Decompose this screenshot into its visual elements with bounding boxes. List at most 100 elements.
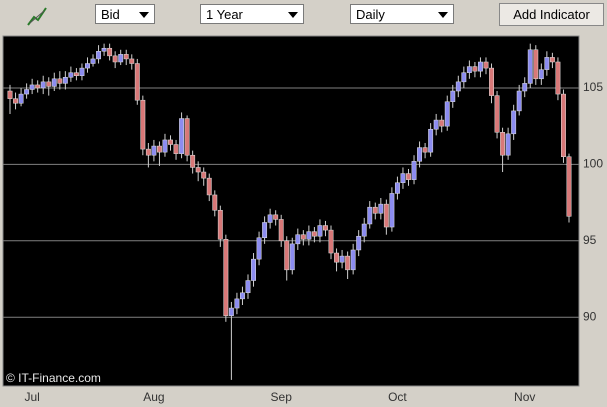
candle-body xyxy=(461,72,467,83)
candle-body xyxy=(549,57,555,63)
candle-body xyxy=(527,49,533,84)
candle-body xyxy=(245,280,251,294)
candle-body xyxy=(450,90,456,102)
candle-body xyxy=(566,156,572,217)
candle-body xyxy=(505,133,511,156)
candle-body xyxy=(35,84,41,89)
candle-body xyxy=(223,239,229,316)
candle-body xyxy=(195,167,201,173)
candle-body xyxy=(18,93,24,104)
candle-body xyxy=(378,203,384,214)
candle-body xyxy=(417,147,423,162)
candle-body xyxy=(85,63,90,69)
range-value: 1 Year xyxy=(206,7,243,22)
candle-body xyxy=(466,66,472,73)
candle-body xyxy=(544,57,550,70)
candle-body xyxy=(350,249,356,271)
add-indicator-button[interactable]: Add Indicator xyxy=(499,3,604,26)
price-select[interactable]: Bid xyxy=(95,4,155,24)
candle-body xyxy=(555,61,561,95)
candle-body xyxy=(145,148,151,156)
candle-body xyxy=(68,72,74,78)
candle-body xyxy=(406,173,411,180)
candle-body xyxy=(300,234,306,240)
candle-body xyxy=(411,161,417,180)
x-tick-label: Nov xyxy=(514,390,535,404)
candle-body xyxy=(240,292,245,300)
candle-body xyxy=(273,214,279,220)
candle-body xyxy=(455,81,461,92)
candle-body xyxy=(561,93,566,157)
candle-body xyxy=(62,77,68,84)
candle-body xyxy=(173,144,179,154)
y-tick-label: 95 xyxy=(583,233,597,247)
candle-body xyxy=(212,194,218,211)
candle-body xyxy=(168,139,173,145)
candle-body xyxy=(57,78,63,84)
plot-area xyxy=(2,35,580,387)
candle-body xyxy=(201,171,207,179)
candle-body xyxy=(345,255,351,271)
candle-body xyxy=(328,229,334,254)
candle-body xyxy=(51,78,57,87)
candle-body xyxy=(356,235,362,251)
range-select[interactable]: 1 Year xyxy=(200,4,304,24)
candle-body xyxy=(516,90,522,112)
candle-body xyxy=(134,63,140,101)
candle-body xyxy=(472,66,478,72)
x-tick-label: Oct xyxy=(388,390,407,404)
candle-body xyxy=(162,139,168,153)
candle-body xyxy=(367,206,373,225)
candle-body xyxy=(40,81,46,89)
candle-body xyxy=(184,118,190,156)
candle-body xyxy=(112,55,118,63)
candle-body xyxy=(400,173,406,183)
candle-body xyxy=(284,240,290,271)
candle-body xyxy=(500,132,506,156)
candle-body xyxy=(439,119,445,127)
x-tick-label: Aug xyxy=(143,390,164,404)
candle-body xyxy=(361,223,367,237)
candle-body xyxy=(278,219,284,242)
candle-body xyxy=(156,145,162,153)
candle-body xyxy=(13,98,18,104)
candle-body xyxy=(489,67,494,96)
candle-body xyxy=(306,231,312,240)
candle-body xyxy=(101,47,107,52)
candle-body xyxy=(29,84,35,90)
candle-body xyxy=(428,128,434,153)
candle-body xyxy=(494,95,500,133)
candle-body xyxy=(140,99,146,150)
candle-body xyxy=(251,258,256,281)
candle-body xyxy=(289,243,295,271)
candle-body xyxy=(477,61,483,72)
candle-body xyxy=(317,225,323,237)
candle-body xyxy=(522,83,528,92)
candle-body xyxy=(234,298,240,309)
candle-body xyxy=(444,101,450,127)
candle-body xyxy=(179,118,185,154)
candle-body xyxy=(7,90,13,99)
candle-body xyxy=(96,51,102,60)
interval-select[interactable]: Daily xyxy=(350,4,454,24)
candle-body xyxy=(483,61,489,69)
candle-body xyxy=(73,72,79,76)
candle-body xyxy=(339,255,345,263)
candle-body xyxy=(267,214,273,223)
candle-body xyxy=(90,58,96,64)
interval-value: Daily xyxy=(356,7,385,22)
candle-body xyxy=(228,307,234,316)
x-tick-label: Jul xyxy=(24,390,39,404)
candle-body xyxy=(256,237,262,260)
watermark: © IT-Finance.com xyxy=(6,371,101,385)
candle-body xyxy=(311,231,317,237)
candle-body xyxy=(46,81,52,87)
y-tick-label: 90 xyxy=(583,309,597,323)
candle-body xyxy=(389,193,395,228)
candle-body xyxy=(107,47,113,57)
candle-body xyxy=(433,119,439,130)
candle-body xyxy=(533,49,539,80)
candle-body xyxy=(151,145,157,156)
chart-icon[interactable] xyxy=(24,3,54,29)
